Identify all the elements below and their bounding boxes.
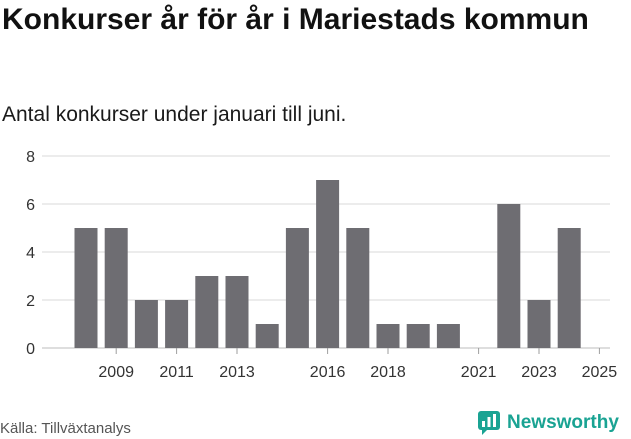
source-note: Källa: Tillväxtanalys	[0, 420, 131, 437]
x-tick-label: 2011	[159, 364, 194, 381]
bar-2014	[255, 324, 279, 348]
bar-2019	[406, 324, 430, 348]
x-tick-label: 2013	[219, 364, 255, 381]
y-tick-label: 2	[26, 293, 35, 310]
y-tick-label: 8	[26, 149, 35, 166]
x-tick-label: 2025	[582, 364, 618, 381]
chart-title: Konkurser år för år i Mariestads kommun	[2, 3, 589, 36]
y-tick-label: 0	[26, 341, 35, 358]
data-label: 5	[595, 140, 604, 144]
brand-logo: Newsworthy	[477, 409, 619, 437]
y-tick-label: 4	[26, 245, 35, 262]
x-tick-label: 2021	[461, 364, 497, 381]
bar-2018	[376, 324, 400, 348]
bar-2024	[557, 228, 581, 348]
bar-2009	[104, 228, 128, 348]
brand-name: Newsworthy	[507, 412, 619, 433]
x-tick-label: 2023	[521, 364, 557, 381]
bar-2015	[285, 228, 309, 348]
bar-2013	[225, 276, 249, 348]
x-tick-label: 2016	[310, 364, 346, 381]
chart-subtitle: Antal konkurser under januari till juni.	[2, 103, 347, 126]
bar-2010	[134, 300, 158, 348]
bar-2012	[195, 276, 219, 348]
newsworthy-logo-icon	[478, 411, 500, 435]
y-tick-label: 6	[26, 197, 35, 214]
bar-2011	[165, 300, 189, 348]
bar-2022	[497, 204, 521, 348]
bar-chart: 0 2 4 6 8 2009 2011 2013 2016 2018 2021 2023 2025 5	[26, 140, 618, 381]
bar-2023	[527, 300, 551, 348]
x-tick-label: 2009	[98, 364, 134, 381]
bar-2008	[74, 228, 98, 348]
bar-2016	[316, 180, 340, 348]
bar-2017	[346, 228, 370, 348]
x-tick-label: 2018	[370, 364, 406, 381]
bar-2020	[436, 324, 460, 348]
